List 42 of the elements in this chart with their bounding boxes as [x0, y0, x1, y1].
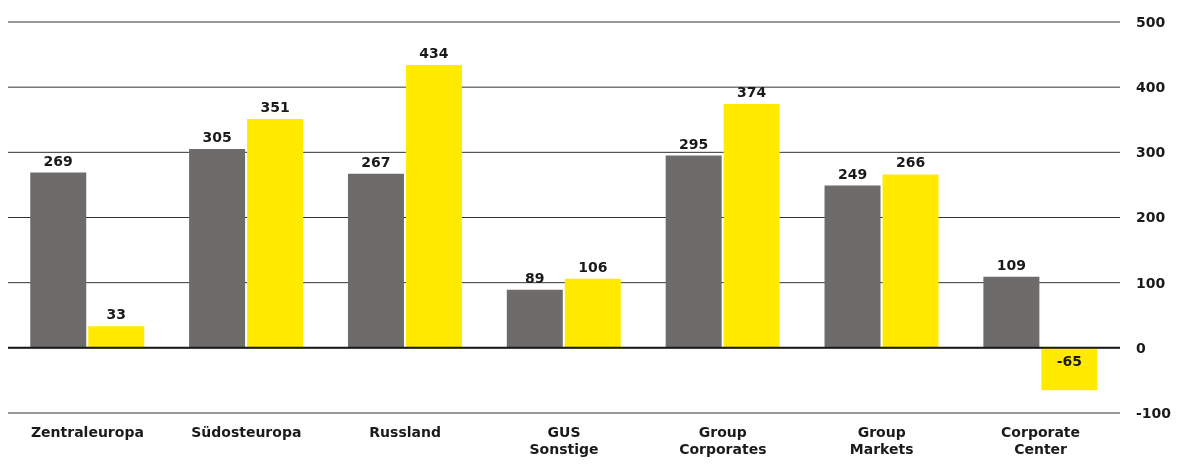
bar [665, 155, 722, 348]
bar [405, 65, 462, 348]
data-label: 109 [996, 256, 1026, 273]
bar [824, 185, 881, 348]
data-label: 106 [578, 258, 608, 275]
bar [189, 149, 246, 348]
y-tick-label: -100 [1136, 404, 1172, 421]
data-label: 89 [525, 269, 545, 286]
data-label: 295 [679, 135, 709, 152]
data-label: 267 [361, 153, 391, 170]
y-tick-label: 400 [1136, 79, 1166, 96]
bar [247, 119, 304, 348]
y-tick-label: 300 [1136, 144, 1166, 161]
x-tick-label: Zentraleuropa [30, 424, 144, 440]
bar [30, 172, 87, 348]
data-label: 33 [106, 306, 126, 323]
y-tick-label: 200 [1136, 209, 1166, 226]
data-label: 374 [737, 84, 767, 101]
bar [882, 174, 939, 348]
x-tick-label: GUS Sonstige [529, 424, 599, 457]
data-label: 351 [260, 99, 290, 116]
y-tick-label: 500 [1136, 13, 1166, 30]
data-label: -65 [1056, 352, 1083, 369]
x-tick-label: Russland [369, 424, 441, 440]
data-label: 434 [419, 45, 449, 62]
data-label: 305 [202, 129, 232, 146]
x-tick-label: Corporate Center [1001, 424, 1081, 457]
y-tick-label: 0 [1136, 339, 1146, 356]
bar [723, 104, 780, 348]
bar [506, 289, 563, 348]
bar [88, 326, 145, 348]
bar [1041, 347, 1098, 391]
bar [347, 173, 404, 348]
data-label: 266 [895, 154, 926, 171]
bar [983, 276, 1040, 348]
bar [564, 278, 621, 348]
x-tick-label: Group Markets [849, 424, 914, 457]
y-tick-label: 100 [1136, 274, 1166, 291]
x-tick-label: Südosteuropa [191, 424, 302, 440]
x-tick-label: Group Corporates [679, 424, 767, 457]
data-label: 269 [43, 152, 73, 169]
data-label: 249 [837, 165, 868, 182]
